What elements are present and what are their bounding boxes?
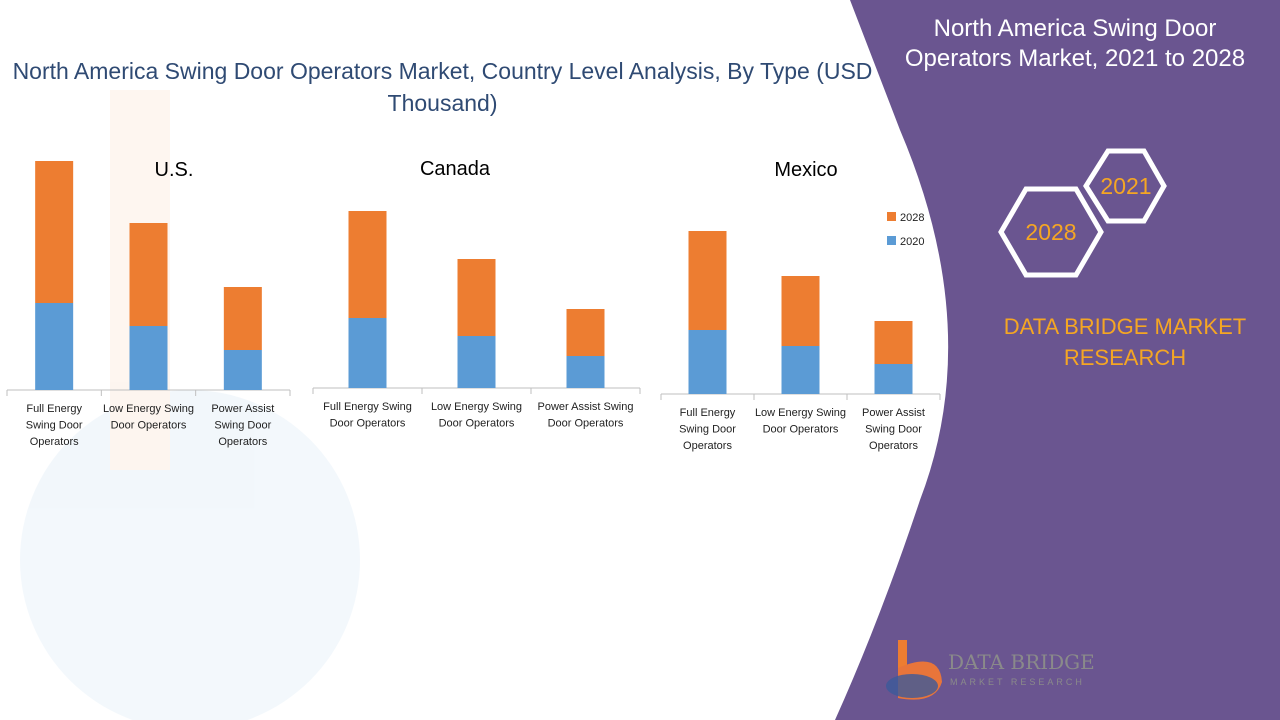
category-label: Low Energy Swing Door Operators — [103, 403, 194, 432]
category-label: Power Assist Swing Door Operators — [862, 407, 925, 452]
category-label-line: Swing Door — [865, 424, 922, 436]
logo-icon — [886, 640, 942, 700]
bar-2020 — [129, 326, 168, 390]
bar-2020 — [781, 346, 820, 394]
category-label: Full Energy Swing Door Operators — [26, 403, 83, 448]
category-label: Low Energy Swing Door Operators — [431, 401, 522, 430]
legend-swatch-2020 — [887, 236, 896, 245]
category-label-line: Low Energy Swing — [431, 401, 522, 413]
page-title: North America Swing Door Operators Marke… — [12, 58, 873, 116]
brand-text: DATA BRIDGE MARKET RESEARCH — [1003, 314, 1247, 370]
category-label-line: Door Operators — [439, 418, 515, 430]
bar-2020 — [457, 336, 496, 388]
category-label-line: Power Assist — [211, 403, 274, 415]
bar-2028 — [874, 321, 913, 364]
bar-2020 — [688, 330, 727, 394]
hexagon-2028 — [998, 186, 1104, 278]
category-label-line: Door Operators — [763, 424, 839, 436]
logo-text: DATA BRIDGE — [948, 650, 1095, 674]
legend-label-2020: 2020 — [900, 236, 924, 248]
bar-2028 — [688, 231, 727, 330]
category-label: Full Energy Swing Door Operators — [323, 401, 412, 430]
hexagon-2021 — [1083, 148, 1167, 224]
bar-2020 — [874, 364, 913, 394]
chart-title: Canada — [420, 158, 491, 180]
bar-2020 — [223, 350, 262, 390]
category-label: Power Assist Swing Door Operators — [538, 401, 634, 430]
logo-swoosh — [886, 674, 938, 698]
category-label: Full Energy Swing Door Operators — [679, 407, 736, 452]
category-label-line: Door Operators — [548, 418, 624, 430]
category-label-line: Low Energy Swing — [103, 403, 194, 415]
category-label-line: Full Energy — [680, 407, 736, 419]
bar-2028 — [566, 309, 605, 356]
watermark-circle — [20, 390, 360, 720]
bar-2020 — [348, 318, 387, 388]
hex-label-2028: 2028 — [1025, 219, 1077, 245]
bar-2028 — [348, 211, 387, 318]
bar-2028 — [457, 259, 496, 336]
charts-group: U.S. Full Energy Swing Door Operators Low En… — [6, 158, 941, 452]
legend-swatch-2028 — [887, 212, 896, 221]
category-label-line: Operators — [869, 440, 918, 452]
category-label-line: Operators — [30, 436, 79, 448]
bar-2020 — [566, 356, 605, 388]
bar-2028 — [223, 287, 262, 350]
category-label-line: Door Operators — [111, 420, 187, 432]
category-label: Low Energy Swing Door Operators — [755, 407, 846, 436]
chart-title: U.S. — [155, 159, 194, 181]
category-label-line: Swing Door — [679, 424, 736, 436]
bar-2028 — [781, 276, 820, 346]
category-label: Power Assist Swing Door Operators — [211, 403, 274, 448]
bar-2020 — [35, 303, 74, 390]
category-label-line: Operators — [218, 436, 267, 448]
category-label-line: Swing Door — [214, 420, 271, 432]
chart-title: Mexico — [774, 159, 837, 181]
side-panel — [835, 0, 1280, 720]
category-label-line: Full Energy Swing — [323, 401, 412, 413]
category-label-line: Power Assist Swing — [538, 401, 634, 413]
hex-label-2021: 2021 — [1100, 173, 1152, 199]
category-label-line: Low Energy Swing — [755, 407, 846, 419]
category-label-line: Power Assist — [862, 407, 925, 419]
logo-subtext: MARKET RESEARCH — [950, 677, 1085, 687]
category-label-line: Door Operators — [330, 418, 406, 430]
bar-2028 — [129, 223, 168, 326]
bar-2028 — [35, 161, 74, 303]
category-label-line: Full Energy — [26, 403, 82, 415]
legend-label-2028: 2028 — [900, 212, 924, 224]
category-label-line: Operators — [683, 440, 732, 452]
panel-title: North America Swing Door Operators Marke… — [904, 15, 1246, 72]
category-label-line: Swing Door — [26, 420, 83, 432]
